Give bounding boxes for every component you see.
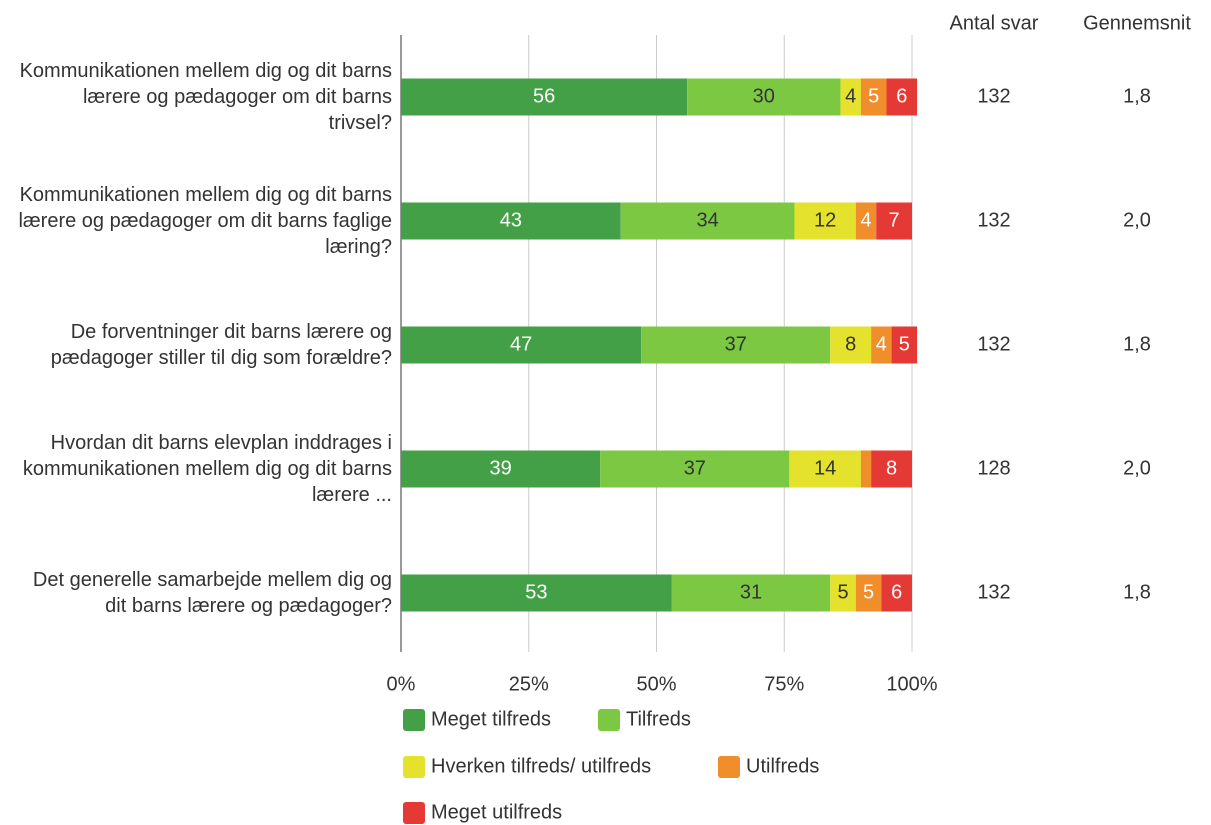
- x-tick-label: 25%: [509, 673, 549, 695]
- column-value: 1,8: [1123, 85, 1151, 107]
- data-label: 12: [814, 209, 836, 231]
- legend-swatch: [403, 756, 425, 778]
- x-tick-label: 100%: [886, 673, 937, 695]
- legend-swatch: [403, 802, 425, 824]
- data-label: 53: [525, 581, 547, 603]
- bar-segment: [794, 202, 856, 240]
- bar-segment: [840, 78, 861, 116]
- legend-label: Hverken tilfreds/ utilfreds: [431, 755, 651, 777]
- x-tick-label: 0%: [387, 673, 416, 695]
- data-label: 37: [725, 333, 747, 355]
- column-value: 2,0: [1123, 457, 1151, 479]
- category-label: Det generelle samarbejde mellem dig og d…: [0, 548, 392, 638]
- category-label: Kommunikationen mellem dig og dit barns …: [0, 52, 392, 142]
- bar-segment: [886, 78, 918, 116]
- category-label: Hvordan dit barns elevplan inddrages i k…: [0, 424, 392, 514]
- data-label: 4: [876, 333, 887, 355]
- data-label: 5: [899, 333, 910, 355]
- column-header: Gennemsnit: [1083, 12, 1191, 34]
- bar-segment: [401, 450, 601, 488]
- category-text: Det generelle samarbejde mellem dig og d…: [32, 569, 392, 617]
- bar-segment: [860, 78, 887, 116]
- legend-swatch: [718, 756, 740, 778]
- column-value: 132: [977, 333, 1010, 355]
- bar-segment: [641, 326, 831, 364]
- column-value: 1,8: [1123, 333, 1151, 355]
- x-tick-label: 50%: [636, 673, 676, 695]
- bar-segment: [871, 326, 892, 364]
- data-label: 4: [845, 85, 856, 107]
- column-value: 132: [977, 209, 1010, 231]
- data-label: 8: [845, 333, 856, 355]
- bar-segment: [401, 78, 688, 116]
- x-tick-label: 75%: [764, 673, 804, 695]
- bar-segment: [830, 574, 856, 612]
- data-label: 8: [886, 457, 897, 479]
- bar-segment: [871, 450, 912, 488]
- bar-segment: [876, 202, 912, 240]
- category-text: De forventninger dit barns lærere og pæd…: [50, 321, 392, 369]
- data-label: 6: [891, 581, 902, 603]
- category-label: Kommunikationen mellem dig og dit barns …: [0, 176, 392, 266]
- data-label: 14: [814, 457, 836, 479]
- bar-segment: [620, 202, 795, 240]
- legend-label: Tilfreds: [626, 708, 691, 730]
- data-label: 30: [753, 85, 775, 107]
- bar-segment: [855, 574, 882, 612]
- data-label: 7: [889, 209, 900, 231]
- category-text: Kommunikationen mellem dig og dit barns …: [18, 184, 392, 258]
- legend-swatch: [403, 709, 425, 731]
- data-label: 43: [500, 209, 522, 231]
- bar-segment: [401, 326, 642, 364]
- bar-segment: [891, 326, 918, 364]
- legend-swatch: [598, 709, 620, 731]
- bar-segment: [401, 202, 621, 240]
- data-label: 6: [896, 85, 907, 107]
- column-value: 132: [977, 85, 1010, 107]
- data-label: 34: [696, 209, 718, 231]
- bar-segment: [401, 574, 672, 612]
- legend-label: Meget utilfreds: [431, 801, 562, 823]
- data-label: 31: [740, 581, 762, 603]
- category-label: De forventninger dit barns lærere og pæd…: [0, 300, 392, 390]
- column-value: 128: [977, 457, 1010, 479]
- bar-segment: [671, 574, 831, 612]
- column-value: 1,8: [1123, 581, 1151, 603]
- data-label: 4: [860, 209, 871, 231]
- data-label: 47: [510, 333, 532, 355]
- column-value: 2,0: [1123, 209, 1151, 231]
- bar-segment: [830, 326, 872, 364]
- data-label: 37: [684, 457, 706, 479]
- legend-label: Utilfreds: [746, 755, 819, 777]
- column-value: 132: [977, 581, 1010, 603]
- bar-segment: [881, 574, 912, 612]
- data-label: 39: [490, 457, 512, 479]
- legend-label: Meget tilfreds: [431, 708, 551, 730]
- data-label: 5: [868, 85, 879, 107]
- data-label: 5: [863, 581, 874, 603]
- bar-segment: [860, 450, 872, 488]
- bar-segment: [600, 450, 790, 488]
- data-label: 5: [837, 581, 848, 603]
- bar-segment: [855, 202, 877, 240]
- category-text: Hvordan dit barns elevplan inddrages i k…: [22, 432, 392, 506]
- bar-segment: [789, 450, 861, 488]
- column-header: Antal svar: [950, 12, 1039, 34]
- category-text: Kommunikationen mellem dig og dit barns …: [19, 60, 392, 134]
- bar-segment: [687, 78, 841, 116]
- data-label: 56: [533, 85, 555, 107]
